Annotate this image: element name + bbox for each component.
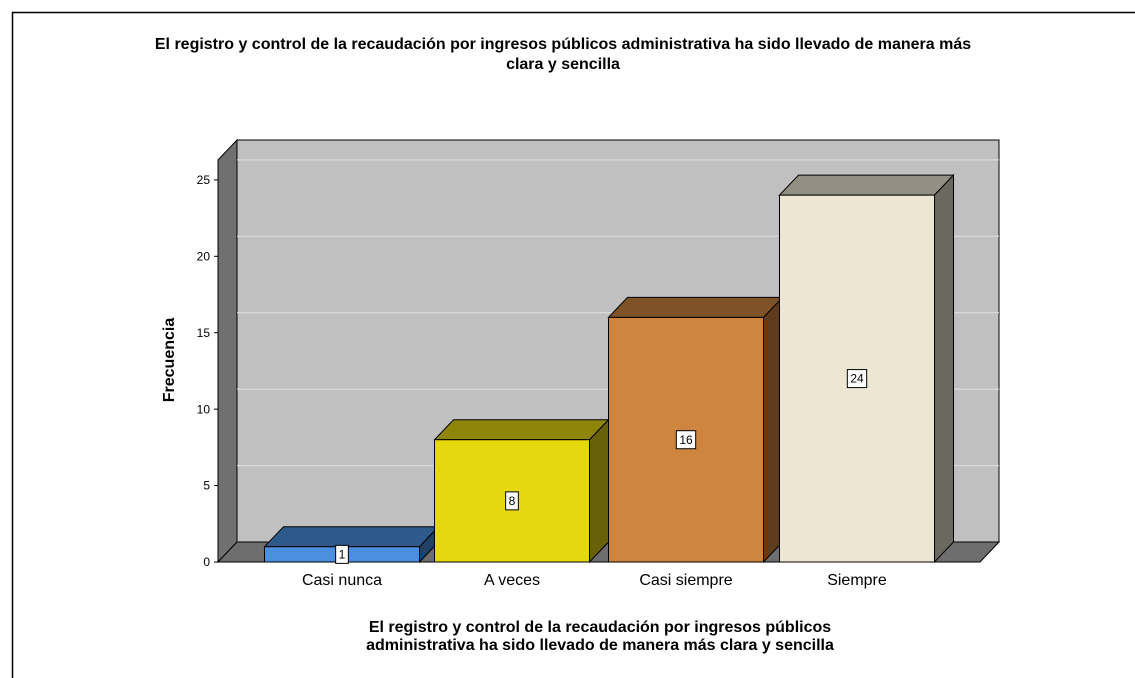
chart-title: clara y sencilla: [506, 56, 620, 73]
left-wall: [217, 138, 238, 564]
bar-top: [263, 526, 440, 548]
x-tick-label: Casi nunca: [302, 572, 382, 589]
x-tick-label: Siempre: [827, 572, 887, 589]
y-tick-label: 5: [203, 479, 210, 493]
y-tick-label: 20: [197, 249, 211, 263]
value-label-box: [335, 544, 349, 564]
y-tick-label: 15: [197, 326, 211, 340]
bar-top: [607, 296, 784, 318]
value-label-box: [675, 430, 697, 450]
y-axis-label: Frecuencia: [161, 318, 178, 403]
y-tick-label: 25: [197, 173, 211, 187]
bar-top: [778, 174, 955, 196]
value-label: 16: [679, 433, 693, 447]
x-tick-label: Casi siempre: [639, 572, 732, 589]
value-label-box: [846, 369, 868, 389]
x-axis-label: El registro y control de la recaudación …: [369, 619, 831, 636]
value-label: 8: [509, 494, 516, 508]
x-tick-label: A veces: [484, 572, 540, 589]
value-label: 24: [850, 372, 864, 386]
bar-top: [433, 419, 610, 441]
y-tick-label: 10: [197, 402, 211, 416]
chart-title: El registro y control de la recaudación …: [155, 36, 971, 53]
y-tick-label: 0: [203, 555, 210, 569]
bar-side: [934, 173, 954, 564]
bar-side: [589, 418, 609, 564]
value-label: 1: [339, 548, 346, 562]
x-axis-label: administrativa ha sido llevado de manera…: [366, 637, 834, 654]
value-label-box: [505, 491, 519, 511]
